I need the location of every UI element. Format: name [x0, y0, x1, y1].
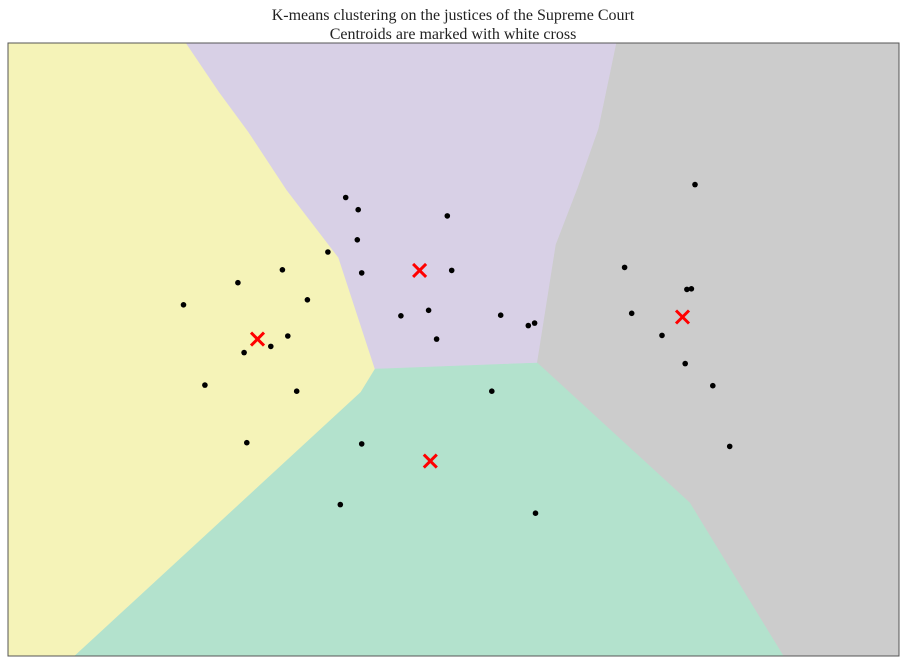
data-point — [682, 360, 688, 367]
data-point — [688, 286, 695, 292]
data-point — [293, 388, 300, 395]
data-point — [244, 439, 250, 446]
data-point — [358, 441, 365, 447]
data-point — [202, 382, 208, 388]
data-point — [497, 312, 504, 319]
centroid-cross — [412, 262, 428, 278]
data-point — [355, 206, 362, 213]
data-point — [726, 443, 733, 450]
decision-regions — [7, 42, 900, 657]
data-point — [241, 349, 247, 356]
data-point — [489, 388, 495, 395]
data-point — [354, 237, 361, 243]
data-point — [684, 286, 690, 293]
chart-subtitle: Centroids are marked with white cross — [330, 26, 577, 43]
data-point — [337, 501, 344, 508]
data-point — [268, 343, 274, 350]
centroid-cross — [249, 331, 266, 347]
data-point — [279, 267, 286, 273]
data-point — [448, 267, 455, 274]
data-point — [433, 336, 440, 342]
data-point — [659, 332, 665, 339]
data-point — [692, 181, 698, 188]
data-point — [304, 297, 311, 303]
centroid-markers — [249, 262, 691, 469]
centroid-cross — [422, 453, 438, 469]
data-point — [531, 320, 538, 326]
data-point — [425, 307, 432, 314]
data-point — [180, 302, 187, 308]
data-point — [532, 510, 539, 516]
data-point — [444, 213, 451, 219]
data-point — [358, 270, 365, 276]
chart-title: K-means clustering on the justices of th… — [272, 7, 635, 24]
data-point — [525, 322, 532, 329]
data-point — [235, 279, 241, 286]
data-point — [398, 313, 404, 319]
data-point — [285, 333, 291, 339]
data-point — [325, 249, 331, 255]
data-point — [342, 194, 349, 201]
data-point — [710, 382, 716, 389]
data-points — [180, 181, 733, 516]
centroid-cross — [674, 309, 691, 325]
data-point — [621, 264, 628, 271]
data-point — [628, 310, 635, 317]
plot-frame — [7, 42, 900, 657]
